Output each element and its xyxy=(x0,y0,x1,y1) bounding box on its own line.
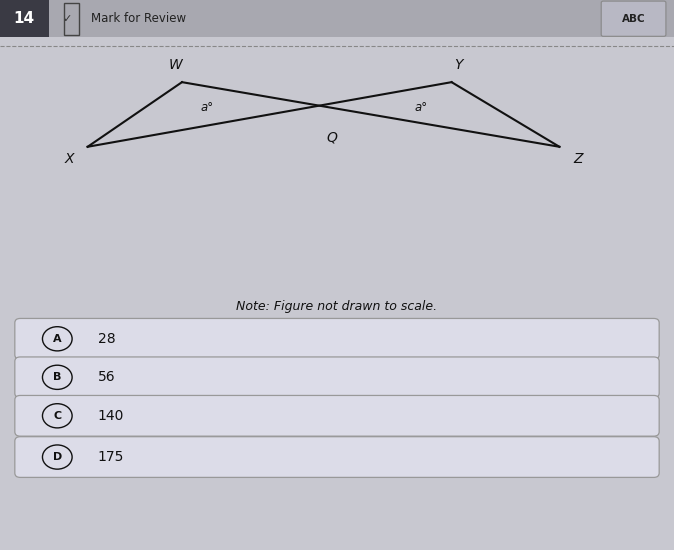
Text: ABC: ABC xyxy=(621,14,646,24)
Text: Q: Q xyxy=(327,130,338,145)
Text: In the figure shown, $\overline{WZ}$ and $\overline{XY}$ intersect at point $Q$,: In the figure shown, $\overline{WZ}$ and… xyxy=(20,324,495,343)
Circle shape xyxy=(42,445,72,469)
Bar xyxy=(0,0,49,37)
Text: D: D xyxy=(53,452,62,462)
Text: A: A xyxy=(53,334,61,344)
Text: a°: a° xyxy=(201,101,214,114)
Text: a°: a° xyxy=(415,101,427,114)
Text: 56: 56 xyxy=(98,370,115,384)
Text: and $XQ = 140$. What is the length of $\overline{YZ}$?: and $XQ = 140$. What is the length of $\… xyxy=(20,348,257,366)
Text: Y: Y xyxy=(454,58,462,72)
FancyBboxPatch shape xyxy=(15,437,659,477)
Bar xyxy=(0,0,674,37)
Text: Mark for Review: Mark for Review xyxy=(91,12,186,25)
Circle shape xyxy=(42,365,72,389)
Text: 14: 14 xyxy=(13,11,35,26)
FancyBboxPatch shape xyxy=(15,395,659,436)
Circle shape xyxy=(42,404,72,428)
Text: 28: 28 xyxy=(98,332,115,346)
Text: B: B xyxy=(53,372,61,382)
Text: Note: Figure not drawn to scale.: Note: Figure not drawn to scale. xyxy=(237,300,437,313)
Text: Z: Z xyxy=(573,152,582,166)
Circle shape xyxy=(42,327,72,351)
FancyBboxPatch shape xyxy=(601,1,666,36)
Text: 175: 175 xyxy=(98,450,124,464)
Text: W: W xyxy=(168,58,182,72)
Text: ✓: ✓ xyxy=(63,14,72,24)
FancyBboxPatch shape xyxy=(15,318,659,359)
Text: 140: 140 xyxy=(98,409,124,423)
Text: X: X xyxy=(65,152,74,166)
Text: C: C xyxy=(53,411,61,421)
FancyBboxPatch shape xyxy=(15,357,659,398)
